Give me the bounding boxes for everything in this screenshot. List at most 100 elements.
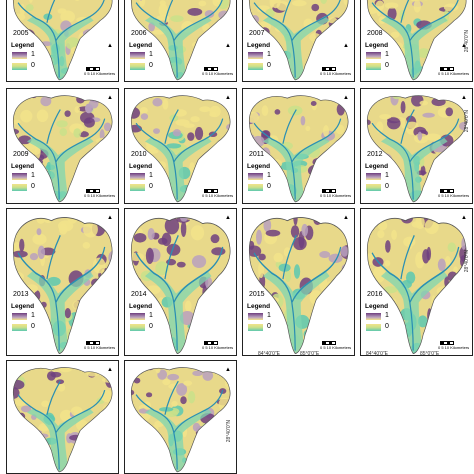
year-label: 2007	[249, 30, 265, 37]
scale-bar	[86, 67, 100, 71]
legend-title: Legend	[365, 163, 389, 170]
watershed-map	[366, 95, 467, 203]
map-panel: 2006 Legend 1 0 0 5 10 Kilometers ▲	[124, 0, 237, 82]
legend-min-label: 0	[149, 183, 153, 190]
scale-text: 0 5 10 Kilometers	[84, 71, 116, 76]
legend-max-label: 1	[385, 51, 389, 58]
legend-max-label: 1	[385, 172, 389, 179]
map-panel: 2009 Legend 1 0 0 5 10 Kilometers ▲	[6, 88, 119, 204]
map-panel: ▲	[6, 360, 119, 474]
north-arrow-icon: ▲	[461, 95, 467, 101]
latitude-label: 28°40'0"N	[464, 110, 470, 133]
map-panel: 2012 Legend 1 0 0 5 10 Kilometers ▲	[360, 88, 473, 204]
watershed-boundary	[12, 217, 113, 354]
legend-title: Legend	[365, 303, 389, 310]
scale-bar	[322, 67, 336, 71]
legend-min-label: 0	[31, 323, 35, 330]
watershed-boundary	[130, 0, 231, 81]
watershed-map	[366, 217, 467, 354]
river-line	[135, 109, 224, 200]
river-line	[135, 380, 224, 470]
latitude-label: 28°40'0"N	[0, 400, 1, 422]
watershed-boundary	[130, 367, 231, 473]
scale-text: 0 5 10 Kilometers	[84, 193, 116, 198]
legend-min-label: 0	[31, 62, 35, 69]
legend-swatch-low	[12, 184, 27, 191]
legend-title: Legend	[11, 303, 35, 310]
year-label: 2008	[367, 30, 383, 37]
map-panel: 2010 Legend 1 0 0 5 10 Kilometers ▲	[124, 88, 237, 204]
legend-swatch-low	[130, 184, 145, 191]
legend-title: Legend	[247, 303, 271, 310]
legend-title: Legend	[365, 42, 389, 49]
legend-title: Legend	[247, 42, 271, 49]
scale-bar	[86, 341, 100, 345]
legend-max-label: 1	[31, 312, 35, 319]
legend-min-label: 0	[267, 183, 271, 190]
legend-min-label: 0	[149, 323, 153, 330]
map-panel: 2011 Legend 1 0 0 5 10 Kilometers ▲	[242, 88, 355, 204]
legend-swatch-high	[12, 313, 27, 320]
map-panel: 2008 Legend 1 0 0 5 10 Kilometers ▲	[360, 0, 473, 82]
year-label: 2006	[131, 30, 147, 37]
river-line	[17, 380, 106, 470]
legend-title: Legend	[11, 42, 35, 49]
river-line	[135, 234, 224, 351]
legend-swatch-low	[248, 63, 263, 70]
legend-max-label: 1	[267, 172, 271, 179]
north-arrow-icon: ▲	[107, 215, 113, 221]
watershed-boundary	[12, 367, 113, 473]
map-panel: 2007 Legend 1 0 0 5 10 Kilometers ▲	[242, 0, 355, 82]
watershed-boundary	[366, 95, 467, 203]
watershed-map	[248, 95, 349, 203]
longitude-label: 85°0'0"E	[300, 351, 320, 357]
legend-min-label: 0	[149, 62, 153, 69]
scale-text: 0 5 10 Kilometers	[202, 193, 234, 198]
river-line	[135, 0, 223, 78]
legend-swatch-low	[12, 324, 27, 331]
scale-bar	[440, 67, 454, 71]
watershed-map	[12, 95, 113, 203]
north-arrow-icon: ▲	[225, 43, 231, 49]
north-arrow-icon: ▲	[107, 95, 113, 101]
scale-bar	[204, 67, 218, 71]
legend-max-label: 1	[267, 51, 271, 58]
watershed-boundary	[366, 0, 467, 81]
year-label: 2012	[367, 151, 383, 158]
legend-swatch-high	[130, 173, 145, 180]
north-arrow-icon: ▲	[107, 367, 113, 373]
legend-max-label: 1	[31, 172, 35, 179]
legend-swatch-high	[248, 173, 263, 180]
legend-swatch-high	[12, 52, 27, 59]
watershed-boundary	[12, 0, 113, 81]
legend-title: Legend	[129, 303, 153, 310]
river-line	[371, 0, 459, 78]
scale-bar	[322, 341, 336, 345]
legend-swatch-low	[248, 324, 263, 331]
scale-bar	[322, 189, 336, 193]
map-panel: 2013 Legend 1 0 0 5 10 Kilometers ▲	[6, 208, 119, 356]
legend-max-label: 1	[31, 51, 35, 58]
latitude-label: 28°40'0"N	[464, 250, 470, 273]
year-label: 2009	[13, 151, 29, 158]
scale-text: 0 5 10 Kilometers	[438, 345, 470, 350]
watershed-boundary	[130, 95, 231, 203]
scale-bar	[204, 341, 218, 345]
watershed-boundary	[248, 95, 349, 203]
legend-max-label: 1	[149, 312, 153, 319]
legend-swatch-low	[12, 63, 27, 70]
legend-max-label: 1	[149, 172, 153, 179]
longitude-label: 84°40'0"E	[258, 351, 280, 357]
legend-min-label: 0	[267, 323, 271, 330]
year-label: 2005	[13, 30, 29, 37]
watershed-map	[248, 217, 349, 354]
river-line	[371, 109, 460, 200]
year-label: 2011	[249, 151, 265, 158]
watershed-map	[248, 0, 349, 81]
river-line	[17, 0, 105, 78]
scale-bar	[204, 189, 218, 193]
north-arrow-icon: ▲	[343, 43, 349, 49]
scale-bar	[440, 189, 454, 193]
map-panel: 2015 Legend 1 0 0 5 10 Kilometers ▲	[242, 208, 355, 356]
north-arrow-icon: ▲	[343, 215, 349, 221]
